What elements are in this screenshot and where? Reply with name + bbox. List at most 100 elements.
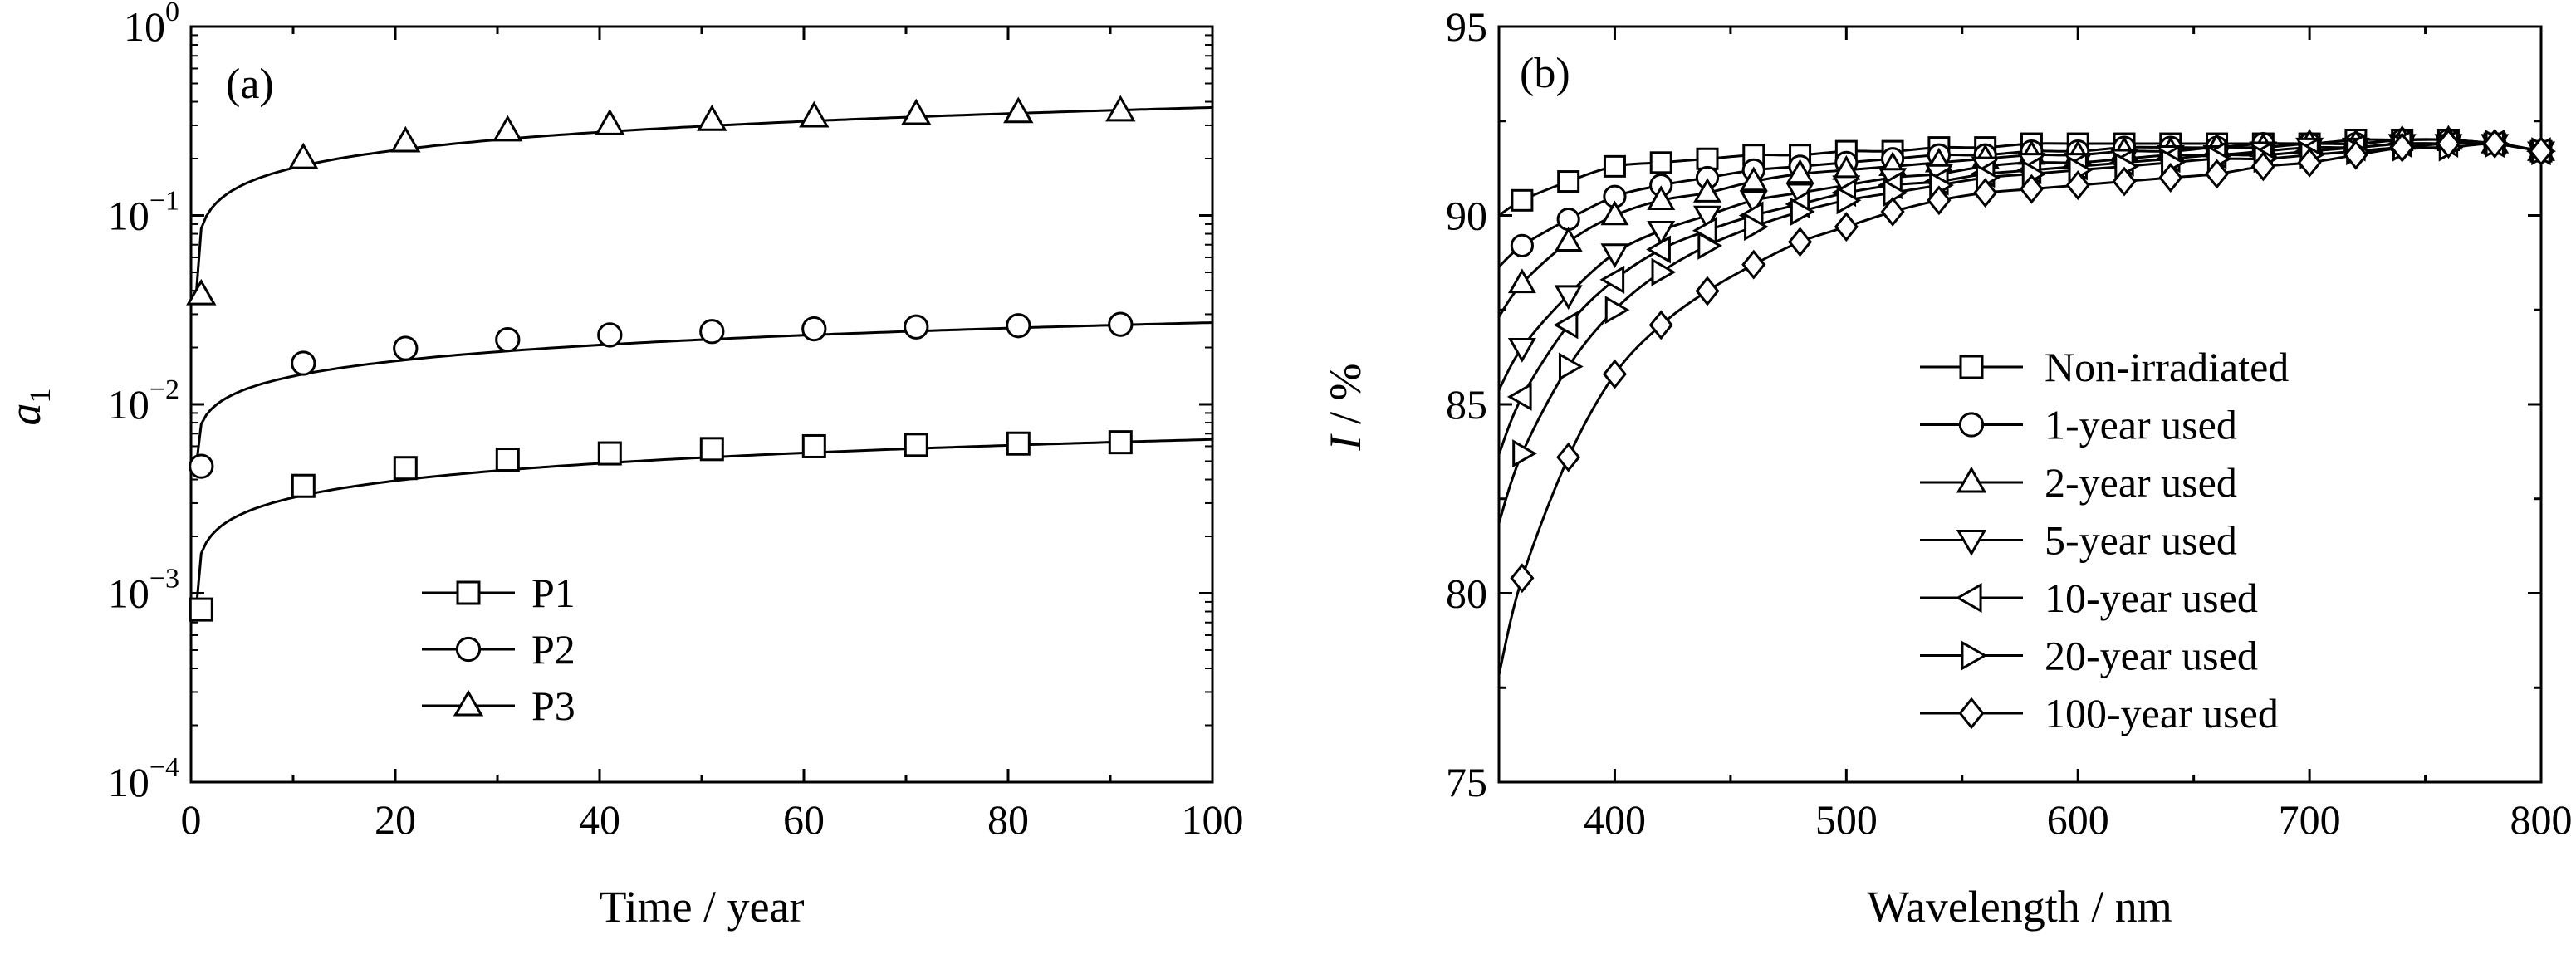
legend-marker-a xyxy=(456,580,481,605)
data-point-b-100-year used xyxy=(1973,178,1998,208)
x-tick-label-a: 20 xyxy=(375,796,416,843)
y-tick-label-a-exponent: −1 xyxy=(149,186,179,217)
data-point-b-20-year used xyxy=(1604,296,1630,325)
data-point-b-5-year used xyxy=(1739,190,1768,216)
legend-label-b: 20-year used xyxy=(2045,633,2258,679)
legend-label-a: P1 xyxy=(531,570,575,616)
y-tick-label-a-base: 10 xyxy=(108,381,149,428)
svg-text:I / %: I / % xyxy=(1320,364,1370,452)
data-point-b-100-year used xyxy=(2343,139,2368,170)
data-point-a-P2 xyxy=(597,322,623,348)
legend-label-b: Non-irradiated xyxy=(2045,344,2289,390)
y-axis-title-a: a1 xyxy=(0,389,56,426)
data-point-a-P3 xyxy=(390,125,421,153)
panel-label-a: (a) xyxy=(226,61,274,108)
chart-panel-b: 400 500 600 700 800 75 80 85 90 95 (b) Wavelength… xyxy=(1320,3,2573,932)
data-point-b-5-year used xyxy=(1554,285,1583,311)
data-point-b-20-year used xyxy=(1790,197,1815,226)
legend-item-b-Non-irradiated: Non-irradiated xyxy=(1920,344,2289,390)
x-tick-label-a: 80 xyxy=(987,796,1029,843)
legend-label-a: P3 xyxy=(531,682,575,729)
x-tick-label-a: 0 xyxy=(181,796,202,843)
legend-a: P1 P2 P3 xyxy=(422,570,575,729)
x-tick-label-b: 500 xyxy=(1815,796,1878,843)
data-point-b-1-year used xyxy=(1556,207,1580,232)
data-point-b-100-year used xyxy=(1556,442,1581,472)
data-point-b-2-year used xyxy=(1507,268,1536,294)
data-point-b-100-year used xyxy=(1602,359,1627,389)
legend-item-b-1-year used: 1-year used xyxy=(1920,402,2237,448)
y-tick-label-a-base: 10 xyxy=(108,193,149,239)
y-tick-label-a: 10−1 xyxy=(108,186,179,239)
data-point-b-100-year used xyxy=(1834,212,1859,242)
data-point-a-P3 xyxy=(901,98,932,125)
data-point-b-20-year used xyxy=(1651,257,1677,286)
data-point-b-5-year used xyxy=(1647,221,1676,246)
legend-marker-b xyxy=(1958,697,1985,730)
y-tick-label-a: 10−3 xyxy=(108,564,179,617)
data-point-b-100-year used xyxy=(1927,185,1952,216)
data-point-b-10-year used xyxy=(1506,382,1532,411)
x-axis-title-b: Wavelength / nm xyxy=(1867,882,2172,932)
data-point-a-P1 xyxy=(393,456,418,481)
x-tick-label-b: 400 xyxy=(1584,796,1646,843)
data-point-b-100-year used xyxy=(2065,170,2090,201)
legend-item-b-10-year used: 10-year used xyxy=(1920,575,2258,621)
data-point-b-100-year used xyxy=(1880,196,1905,227)
y-tick-label-b: 75 xyxy=(1446,759,1487,805)
data-point-a-P2 xyxy=(393,335,419,361)
x-tick-label-b: 700 xyxy=(2279,796,2341,843)
data-point-a-P3 xyxy=(1105,95,1136,122)
legend-item-a-P3: P3 xyxy=(422,682,575,729)
legend-item-b-100-year used: 100-year used xyxy=(1920,690,2279,736)
y-axis-title-b-unit: / % xyxy=(1320,364,1370,436)
data-point-a-P1 xyxy=(801,433,826,458)
data-point-b-100-year used xyxy=(2112,166,2137,197)
data-point-a-P3 xyxy=(1003,96,1034,124)
data-point-b-20-year used xyxy=(1697,231,1723,260)
data-point-b-Non-irradiated xyxy=(1649,151,1672,174)
data-point-a-P3 xyxy=(288,142,319,169)
data-point-b-20-year used xyxy=(1744,213,1769,242)
series-a-P3 xyxy=(186,95,1213,306)
data-point-a-P1 xyxy=(597,441,622,466)
data-point-a-P1 xyxy=(1108,430,1133,455)
legend-label-b: 10-year used xyxy=(2045,575,2258,621)
y-tick-label-b: 90 xyxy=(1446,193,1487,239)
data-point-b-20-year used xyxy=(1883,179,1908,208)
data-point-b-Non-irradiated xyxy=(1511,188,1534,212)
x-tick-label-a: 100 xyxy=(1182,796,1244,843)
data-point-a-P2 xyxy=(495,326,521,353)
svg-text:a1: a1 xyxy=(0,389,56,426)
data-point-a-P1 xyxy=(904,433,928,457)
data-point-a-P1 xyxy=(495,448,520,472)
data-point-a-P1 xyxy=(291,473,316,498)
data-point-b-100-year used xyxy=(1741,249,1766,280)
data-point-a-P2 xyxy=(1006,313,1031,339)
series-a-P1 xyxy=(189,430,1213,622)
data-point-b-100-year used xyxy=(2390,132,2415,163)
data-point-b-20-year used xyxy=(1836,186,1862,215)
x-tick-label-b: 600 xyxy=(2047,796,2109,843)
data-point-b-5-year used xyxy=(1507,338,1536,363)
data-point-b-100-year used xyxy=(2158,163,2183,193)
y-tick-label-b: 80 xyxy=(1446,570,1487,617)
y-tick-label-a-exponent: −3 xyxy=(149,564,179,594)
data-point-b-Non-irradiated xyxy=(1696,147,1719,170)
data-point-b-10-year used xyxy=(1599,265,1625,294)
x-tick-label-a: 60 xyxy=(783,796,825,843)
data-point-b-100-year used xyxy=(1510,563,1535,594)
data-point-b-5-year used xyxy=(1693,205,1721,231)
panel-label-b: (b) xyxy=(1520,50,1570,97)
y-tick-label-b: 85 xyxy=(1446,381,1487,428)
data-point-b-Non-irradiated xyxy=(1603,154,1626,178)
data-point-b-100-year used xyxy=(2297,147,2322,178)
legend-marker-a xyxy=(453,689,484,717)
data-point-b-20-year used xyxy=(1512,439,1537,468)
series-b-100-year used xyxy=(1497,129,2554,676)
data-point-b-20-year used xyxy=(1558,352,1584,381)
data-point-b-100-year used xyxy=(1648,310,1673,340)
data-point-a-P2 xyxy=(291,350,316,376)
y-tick-label-a-base: 10 xyxy=(124,3,165,50)
